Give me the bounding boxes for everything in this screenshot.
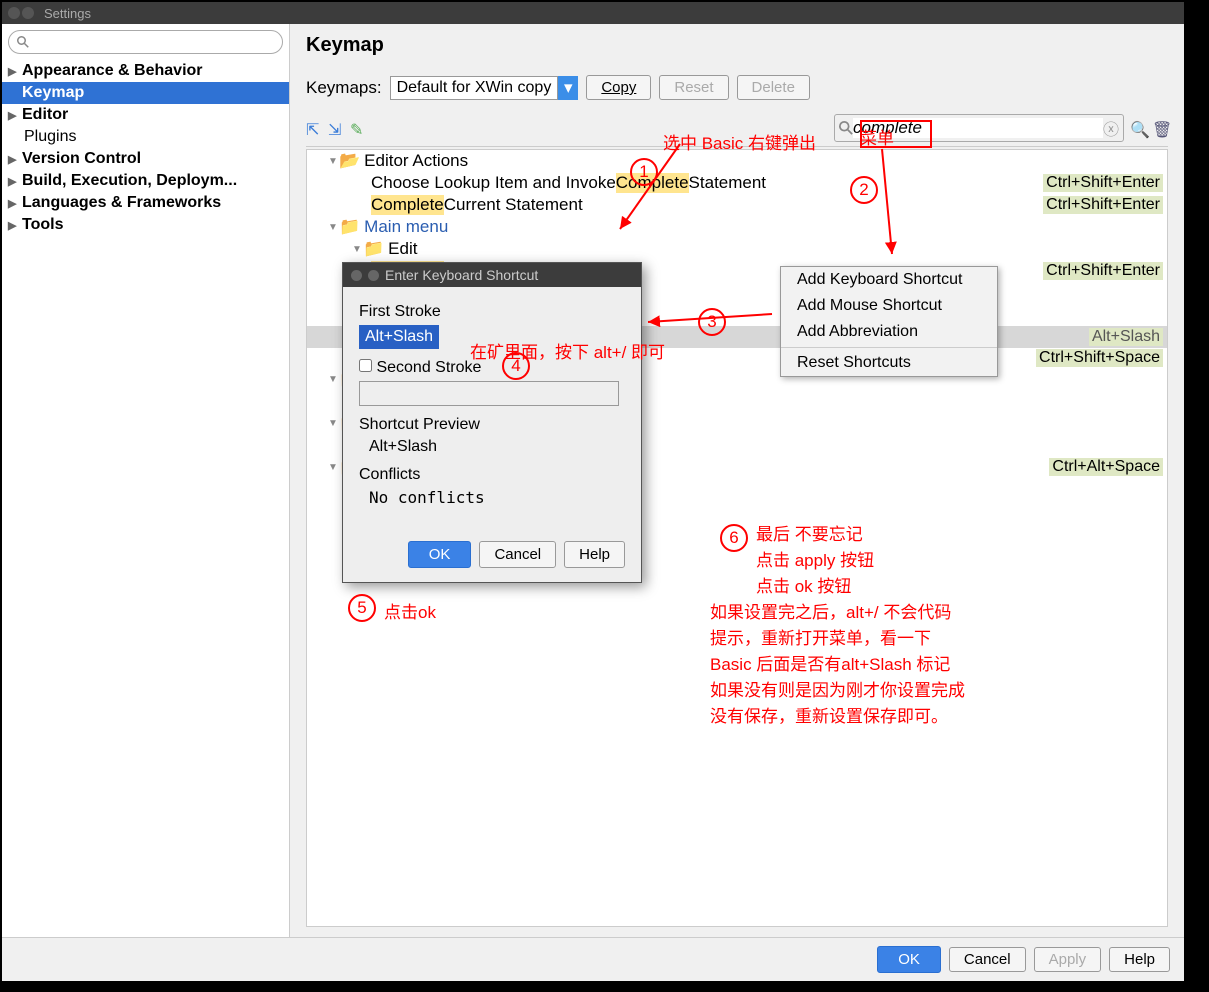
sidebar-item-build-execution-deploym-[interactable]: ▶Build, Execution, Deploym... bbox=[2, 170, 289, 192]
apply-button[interactable]: Apply bbox=[1034, 947, 1102, 972]
menu-reset-shortcuts[interactable]: Reset Shortcuts bbox=[781, 350, 997, 376]
sidebar-item-version-control[interactable]: ▶Version Control bbox=[2, 148, 289, 170]
first-stroke-label: First Stroke bbox=[359, 303, 625, 321]
sidebar-item-languages-frameworks[interactable]: ▶Languages & Frameworks bbox=[2, 192, 289, 214]
dialog-help-button[interactable]: Help bbox=[564, 541, 625, 568]
footer: OK Cancel Apply Help bbox=[2, 937, 1184, 981]
keymaps-select[interactable]: Default for XWin copy ▾ bbox=[390, 76, 579, 100]
expand-icon[interactable]: ⇱ bbox=[306, 120, 322, 136]
tree-row[interactable]: ▼📂Editor Actions bbox=[307, 150, 1167, 172]
tree-row[interactable]: ▼📁Edit bbox=[307, 238, 1167, 260]
close-icon[interactable] bbox=[351, 270, 362, 281]
tree-toolbar: ⇱ ⇲ ✎ ⓧ 🔍 🗑 bbox=[306, 110, 1168, 147]
sidebar-item-plugins[interactable]: Plugins bbox=[2, 126, 289, 148]
dialog-title: Enter Keyboard Shortcut bbox=[385, 267, 538, 283]
tree-row[interactable]: Complete Current StatementCtrl+Shift+Ent… bbox=[307, 194, 1167, 216]
titlebar: Settings bbox=[2, 2, 1184, 24]
preview-value: Alt+Slash bbox=[359, 438, 625, 456]
menu-item[interactable]: Add Keyboard Shortcut bbox=[781, 267, 997, 293]
sidebar-item-keymap[interactable]: Keymap bbox=[2, 82, 289, 104]
clear-icon[interactable]: ⓧ bbox=[1103, 116, 1119, 140]
trash-icon[interactable]: 🗑 bbox=[1152, 120, 1168, 136]
shortcut-dialog: Enter Keyboard Shortcut First Stroke Alt… bbox=[342, 262, 642, 583]
conflicts-value: No conflicts bbox=[359, 488, 625, 507]
dialog-ok-button[interactable]: OK bbox=[408, 541, 472, 568]
find-action-icon[interactable]: 🔍 bbox=[1130, 120, 1146, 136]
help-button[interactable]: Help bbox=[1109, 947, 1170, 972]
search-icon bbox=[839, 121, 853, 135]
edit-icon[interactable]: ✎ bbox=[350, 120, 366, 136]
second-stroke-label[interactable]: Second Stroke bbox=[359, 359, 625, 377]
tree-row[interactable]: Choose Lookup Item and Invoke Complete S… bbox=[307, 172, 1167, 194]
min-icon[interactable] bbox=[22, 7, 34, 19]
delete-button[interactable]: Delete bbox=[737, 75, 810, 100]
menu-item[interactable]: Add Abbreviation bbox=[781, 319, 997, 345]
min-icon[interactable] bbox=[368, 270, 379, 281]
sidebar-item-editor[interactable]: ▶Editor bbox=[2, 104, 289, 126]
sidebar-nav: ▶Appearance & BehaviorKeymap▶EditorPlugi… bbox=[2, 60, 289, 937]
keymaps-label: Keymaps: bbox=[306, 78, 382, 98]
collapse-icon[interactable]: ⇲ bbox=[328, 120, 344, 136]
reset-button[interactable]: Reset bbox=[659, 75, 728, 100]
close-icon[interactable] bbox=[8, 7, 20, 19]
settings-window: Settings ▶Appearance & BehaviorKeymap▶Ed… bbox=[2, 2, 1184, 981]
second-stroke-checkbox[interactable] bbox=[359, 359, 372, 372]
sidebar: ▶Appearance & BehaviorKeymap▶EditorPlugi… bbox=[2, 24, 290, 937]
second-stroke-input[interactable] bbox=[359, 381, 619, 406]
sidebar-item-appearance-behavior[interactable]: ▶Appearance & Behavior bbox=[2, 60, 289, 82]
page-title: Keymap bbox=[306, 34, 1168, 57]
context-menu: Add Keyboard ShortcutAdd Mouse ShortcutA… bbox=[780, 266, 998, 377]
cancel-button[interactable]: Cancel bbox=[949, 947, 1026, 972]
conflicts-label: Conflicts bbox=[359, 466, 625, 484]
copy-button[interactable]: Copy bbox=[586, 75, 651, 100]
sidebar-search[interactable] bbox=[8, 30, 283, 54]
main-panel: Keymap Keymaps: Default for XWin copy ▾ … bbox=[290, 24, 1184, 937]
chevron-down-icon[interactable]: ▾ bbox=[558, 76, 578, 100]
menu-item[interactable]: Add Mouse Shortcut bbox=[781, 293, 997, 319]
dialog-cancel-button[interactable]: Cancel bbox=[479, 541, 556, 568]
ok-button[interactable]: OK bbox=[877, 946, 941, 973]
preview-label: Shortcut Preview bbox=[359, 416, 625, 434]
window-title: Settings bbox=[44, 6, 91, 21]
search-icon bbox=[17, 36, 29, 48]
annotation-1-box bbox=[860, 120, 932, 148]
tree-row[interactable]: ▼📁Main menu bbox=[307, 216, 1167, 238]
first-stroke-input[interactable]: Alt+Slash bbox=[359, 325, 439, 349]
sidebar-item-tools[interactable]: ▶Tools bbox=[2, 214, 289, 236]
